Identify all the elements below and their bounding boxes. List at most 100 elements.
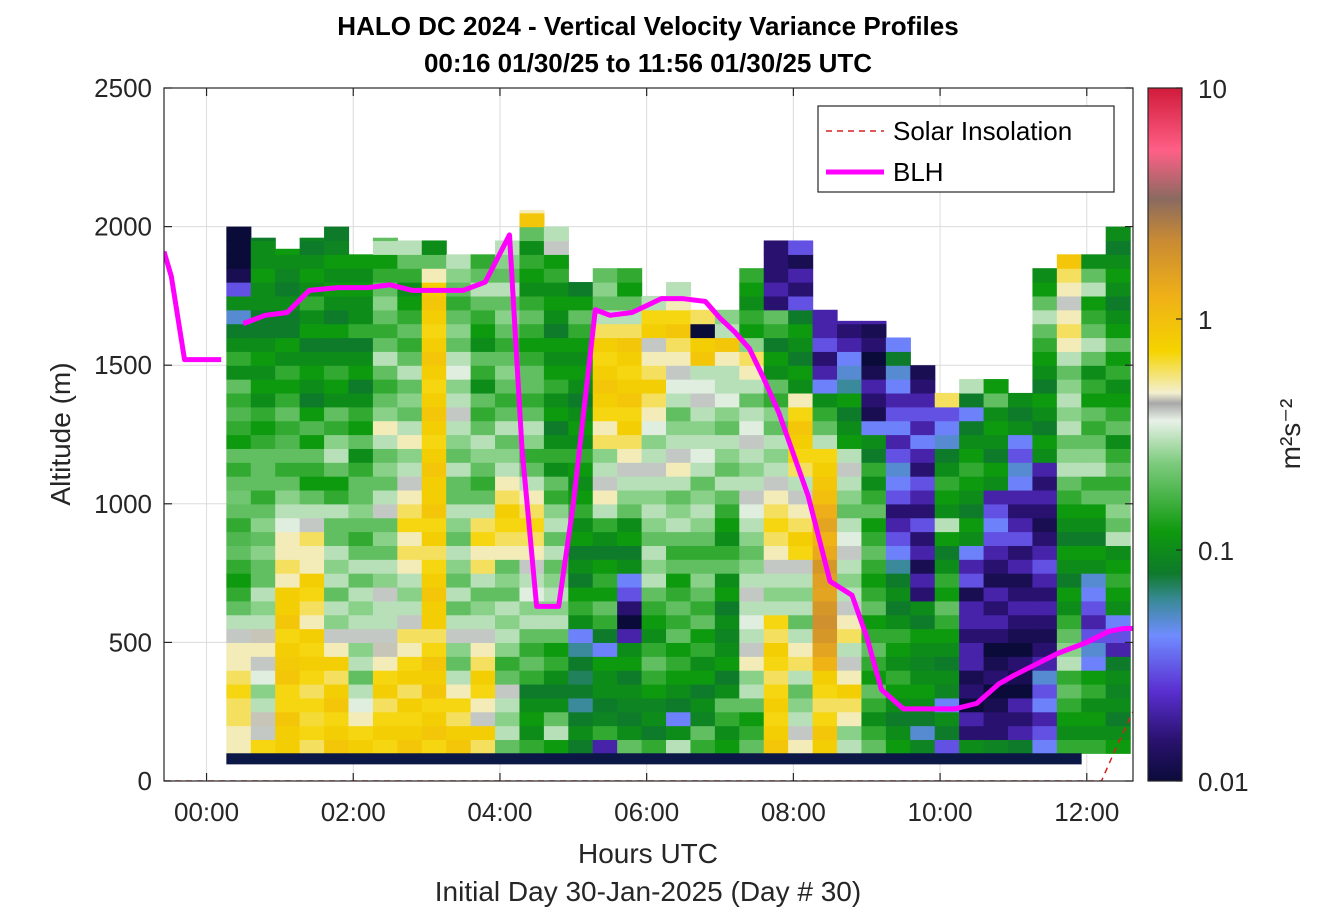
heatmap-cell [739,711,765,727]
heatmap-cell [666,462,692,477]
heatmap-cell [324,725,350,741]
heatmap-cell [348,379,374,394]
heatmap-cell [1105,697,1131,713]
heatmap-cell [1008,614,1034,630]
heatmap-cell [421,254,447,269]
y-axis-label: Altitude (m) [45,362,76,505]
heatmap-cell [519,503,545,519]
heatmap-cell [226,434,252,449]
heatmap-cell [372,337,398,352]
heatmap-cell [495,268,521,283]
heatmap-cell [837,670,863,685]
heatmap-cell [641,656,667,671]
heatmap-cell [934,614,960,630]
heatmap-cell [372,295,398,311]
heatmap-cell [568,725,594,741]
heatmap-cell [397,295,423,311]
heatmap-cell [543,282,569,297]
heatmap-cell [885,434,911,449]
heatmap-cell [763,365,789,380]
heatmap-cell [1056,448,1082,463]
heatmap-cell [543,323,569,339]
heatmap-cell [372,351,398,366]
heatmap-cell [788,739,814,754]
heatmap-cell [324,268,350,283]
heatmap-cell [372,392,398,408]
heatmap-cell [1105,392,1131,408]
heatmap-cell [592,337,618,352]
heatmap-cell [617,683,643,699]
heatmap-cell [592,628,618,643]
heatmap-cell [1032,586,1058,602]
heatmap-cell [861,517,887,533]
heatmap-cell [837,725,863,741]
heatmap-cell [617,489,643,505]
heatmap-cell [446,434,472,449]
heatmap-cell [543,656,569,671]
heatmap-cell [1081,517,1107,533]
heatmap-cell [250,683,276,699]
heatmap-cell [1008,392,1034,408]
heatmap-cell [397,448,423,463]
heatmap-cell [324,434,350,449]
heatmap-cell [959,670,985,685]
heatmap-cell [397,379,423,394]
heatmap-cell [1081,489,1107,505]
heatmap-cell [812,739,838,754]
heatmap-cell [690,656,716,671]
heatmap-cell [1032,295,1058,311]
heatmap-cell [617,697,643,713]
heatmap-cell [348,545,374,560]
heatmap-cell [299,323,325,339]
heatmap-cell [714,697,740,713]
heatmap-cell [1081,545,1107,560]
heatmap-cell [543,448,569,463]
heatmap-cell [470,476,496,491]
heatmap-cell [837,379,863,394]
heatmap-cell [910,725,936,741]
heatmap-cell [470,462,496,477]
heatmap-cell [324,489,350,505]
heatmap-cell [666,503,692,519]
heatmap-cell [714,628,740,643]
heatmap-cell [885,406,911,422]
heatmap-cell [617,614,643,630]
heatmap-cell [1032,462,1058,477]
heatmap-cell [592,739,618,754]
heatmap-cell [226,337,252,352]
heatmap-cell [910,559,936,574]
heatmap-cell [788,545,814,560]
heatmap-cell [446,309,472,325]
heatmap-cell [641,365,667,380]
heatmap-cell [592,462,618,477]
y-tick-label: 2000 [94,212,152,242]
heatmap-cell [446,725,472,741]
heatmap-cell [1105,683,1131,699]
heatmap-cell [446,462,472,477]
heatmap-cell [739,503,765,519]
heatmap-cell [1056,697,1082,713]
heatmap-cell [446,545,472,560]
heatmap-cell [324,254,350,269]
heatmap-cell [666,739,692,754]
heatmap-cell [837,476,863,491]
heatmap-cell [372,670,398,685]
heatmap-cell [568,517,594,533]
heatmap-cell [299,531,325,546]
heatmap-cell [1008,725,1034,741]
heatmap-cell [1032,282,1058,297]
heatmap-cell [372,434,398,449]
heatmap-cell [446,392,472,408]
heatmap-cell [788,365,814,380]
heatmap-cell [983,711,1009,727]
heatmap-cell [299,517,325,533]
heatmap-cell [495,434,521,449]
heatmap-cell [568,614,594,630]
heatmap-cell [324,670,350,685]
heatmap-cell [470,295,496,311]
heatmap-cell [372,517,398,533]
heatmap-cell [714,379,740,394]
heatmap-cell [250,642,276,657]
heatmap-cell [543,489,569,505]
heatmap-cell [666,448,692,463]
